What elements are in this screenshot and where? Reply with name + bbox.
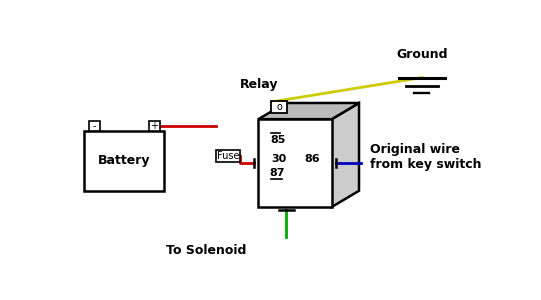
- Polygon shape: [332, 103, 359, 207]
- Text: 87: 87: [269, 168, 285, 178]
- Text: o: o: [276, 102, 282, 112]
- Text: Battery: Battery: [98, 154, 150, 167]
- Text: +: +: [150, 121, 158, 131]
- Text: To Solenoid: To Solenoid: [166, 244, 246, 257]
- Bar: [149, 122, 160, 131]
- Text: 30: 30: [272, 154, 287, 164]
- Text: Relay: Relay: [240, 78, 278, 92]
- Bar: [216, 150, 240, 162]
- Bar: [271, 101, 287, 113]
- Text: Fuse: Fuse: [217, 151, 239, 161]
- Text: 85: 85: [270, 135, 286, 146]
- Text: -: -: [93, 121, 96, 131]
- Bar: [89, 122, 100, 131]
- Bar: [259, 119, 332, 207]
- Text: 86: 86: [305, 154, 320, 164]
- Text: Original wire
from key switch: Original wire from key switch: [370, 142, 481, 171]
- Text: Ground: Ground: [396, 48, 447, 62]
- Polygon shape: [259, 103, 359, 119]
- Bar: [84, 131, 164, 191]
